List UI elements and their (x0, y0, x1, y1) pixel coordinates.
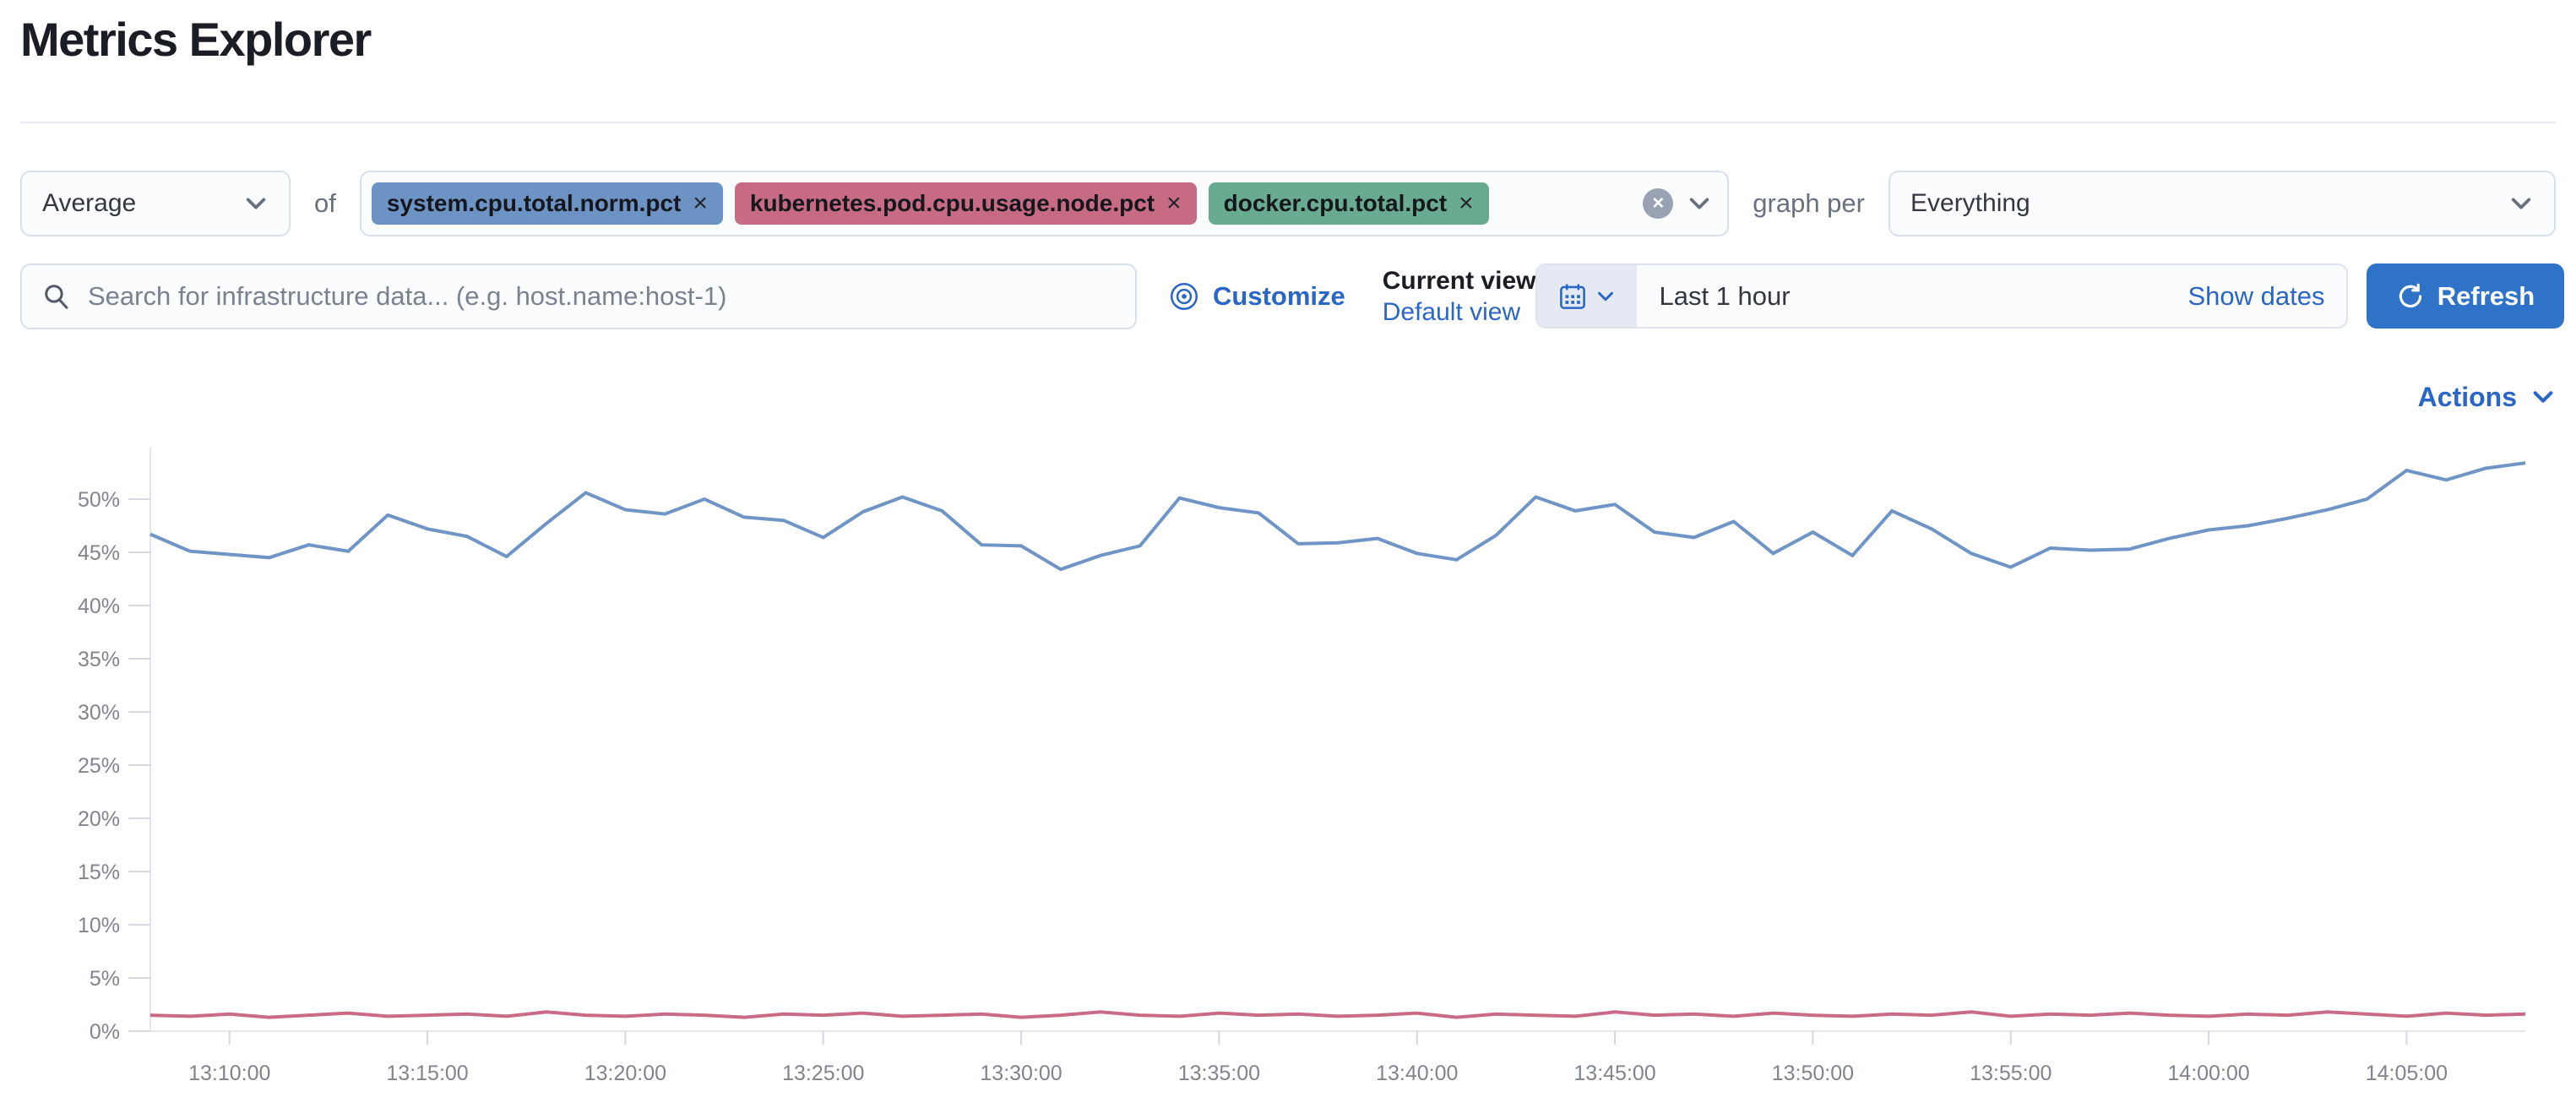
x-tick-label: 13:55:00 (1970, 1062, 2052, 1085)
y-tick-label: 10% (78, 914, 120, 937)
metric-tag-list: system.cpu.total.norm.pct × kubernetes.p… (371, 182, 1643, 225)
x-tick-label: 13:25:00 (782, 1062, 864, 1085)
remove-metric-icon[interactable]: × (1166, 189, 1182, 217)
date-picker: Last 1 hour Show dates (1535, 263, 2349, 329)
actions-menu-button[interactable]: Actions (2418, 382, 2556, 413)
clear-all-metrics-icon[interactable]: × (1643, 188, 1674, 219)
chevron-down-icon (2533, 391, 2553, 403)
refresh-icon (2399, 283, 2421, 307)
default-view-link[interactable]: Default view (1382, 297, 1521, 326)
y-tick-label: 0% (90, 1020, 120, 1044)
combo-controls: × (1643, 188, 1712, 219)
remove-metric-icon[interactable]: × (693, 189, 708, 217)
series-line-system.cpu.total.norm.pct (149, 461, 2526, 572)
metric-tag-label: docker.cpu.total.pct (1223, 190, 1448, 216)
toolbar-row: Search for infrastructure data... (e.g. … (20, 263, 2565, 329)
x-tick-label: 13:35:00 (1178, 1062, 1260, 1085)
calendar-icon (1560, 284, 1586, 309)
x-tick-label: 14:05:00 (2366, 1062, 2448, 1085)
y-tick-label: 40% (78, 595, 120, 618)
page-title: Metrics Explorer (20, 13, 372, 66)
of-label: of (314, 188, 336, 218)
chart-actions-row: Actions (20, 376, 2556, 418)
x-tick-label: 13:45:00 (1573, 1062, 1655, 1085)
customize-button[interactable]: Customize (1169, 281, 1345, 312)
y-tick-label: 5% (90, 967, 120, 991)
x-tick-label: 13:30:00 (980, 1062, 1062, 1085)
eye-icon (1170, 282, 1198, 310)
metric-tag-label: kubernetes.pod.cpu.usage.node.pct (749, 190, 1155, 216)
show-dates-link[interactable]: Show dates (2187, 280, 2325, 311)
time-range-field[interactable]: Last 1 hour Show dates (1637, 265, 2346, 327)
current-view-label: Current view (1382, 266, 1536, 295)
chevron-down-icon[interactable] (1687, 191, 1712, 216)
aggregation-select[interactable]: Average (20, 171, 291, 236)
y-tick-label: 15% (78, 861, 120, 884)
search-icon (45, 284, 68, 309)
refresh-button[interactable]: Refresh (2367, 263, 2565, 329)
metrics-combo-box[interactable]: system.cpu.total.norm.pct × kubernetes.p… (359, 171, 1730, 236)
x-tick-label: 14:00:00 (2167, 1062, 2249, 1085)
saved-view-control: Current view Default view (1383, 265, 1536, 328)
x-tick-label: 13:50:00 (1772, 1062, 1854, 1085)
graph-per-label: graph per (1753, 188, 1865, 218)
y-tick-label: 25% (78, 754, 120, 778)
refresh-label: Refresh (2437, 280, 2535, 311)
y-tick-label: 50% (78, 488, 120, 512)
y-tick-label: 30% (78, 701, 120, 725)
customize-label: Customize (1213, 280, 1345, 311)
search-placeholder: Search for infrastructure data... (e.g. … (88, 280, 727, 311)
aggregation-value: Average (42, 189, 137, 217)
y-tick-label: 20% (78, 807, 120, 831)
x-tick-label: 13:10:00 (188, 1062, 270, 1085)
group-by-value: Everything (1910, 189, 2030, 217)
aggregation-row: Average of system.cpu.total.norm.pct × k… (20, 171, 2556, 236)
metrics-chart: 0% 5% 10% 15% 20% 25% 30% 35% 40% 45% 50% 13:10:00 1… (20, 428, 2556, 1108)
metric-tag[interactable]: kubernetes.pod.cpu.usage.node.pct × (734, 182, 1197, 225)
header-divider (20, 122, 2556, 123)
chevron-down-icon (1598, 291, 1614, 301)
chevron-down-icon (246, 198, 266, 209)
actions-label: Actions (2417, 381, 2517, 412)
x-tick-label: 13:15:00 (386, 1062, 468, 1085)
metrics-chart-canvas[interactable]: 0% 5% 10% 15% 20% 25% 30% 35% 40% 45% 50% 13:10:00 1… (20, 428, 2556, 1104)
metric-tag-label: system.cpu.total.norm.pct (386, 190, 682, 216)
search-input[interactable]: Search for infrastructure data... (e.g. … (20, 263, 1137, 329)
metric-tag[interactable]: system.cpu.total.norm.pct × (371, 182, 723, 225)
remove-metric-icon[interactable]: × (1459, 189, 1474, 217)
metric-tag[interactable]: docker.cpu.total.pct × (1208, 182, 1489, 225)
y-tick-label: 35% (78, 648, 120, 671)
date-quick-select-button[interactable] (1537, 265, 1638, 327)
time-range-value: Last 1 hour (1659, 280, 1791, 311)
x-tick-label: 13:20:00 (584, 1062, 666, 1085)
series-line-kubernetes.pod.cpu.usage.node.pct (149, 1010, 2526, 1019)
group-by-select[interactable]: Everything (1889, 171, 2556, 236)
chevron-down-icon (2511, 198, 2531, 209)
x-tick-label: 13:40:00 (1376, 1062, 1458, 1085)
y-tick-label: 45% (78, 541, 120, 565)
